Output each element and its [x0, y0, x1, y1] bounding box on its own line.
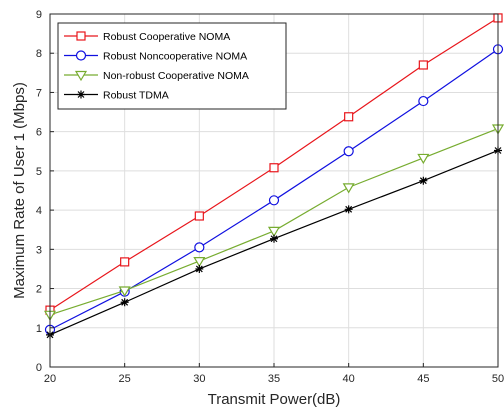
legend-item: Non-robust Cooperative NOMA	[64, 70, 249, 82]
y-tick-label: 7	[36, 87, 42, 99]
legend-marker	[75, 50, 87, 61]
data-point	[343, 146, 354, 157]
data-point	[342, 183, 355, 194]
y-tick-label: 2	[36, 284, 42, 296]
legend-label: Robust TDMA	[103, 90, 169, 102]
x-tick-label: 30	[193, 373, 205, 385]
y-tick-label: 3	[36, 244, 42, 256]
data-point	[270, 234, 278, 243]
data-point	[118, 286, 131, 297]
data-point	[193, 257, 206, 268]
legend-item: Robust Cooperative NOMA	[64, 31, 230, 43]
data-point	[194, 242, 205, 253]
y-tick-label: 4	[36, 205, 42, 217]
legend-item: Robust Noncooperative NOMA	[64, 50, 247, 63]
x-tick-label: 35	[268, 373, 280, 385]
x-tick-label: 50	[492, 373, 504, 385]
legend-marker	[76, 31, 86, 41]
data-point	[267, 226, 281, 238]
legend-label: Robust Noncooperative NOMA	[103, 51, 247, 63]
legend-label: Non-robust Cooperative NOMA	[103, 70, 249, 82]
data-point	[419, 176, 428, 185]
data-point	[418, 60, 428, 70]
data-point	[418, 95, 429, 107]
series-layer	[43, 13, 504, 339]
y-tick-label: 9	[36, 9, 42, 21]
data-point	[417, 153, 430, 165]
y-axis-title: Maximum Rate of User 1 (Mbps)	[11, 82, 28, 299]
y-tick-label: 8	[36, 48, 42, 60]
x-tick-label: 20	[44, 373, 56, 385]
y-tick-label: 6	[36, 127, 42, 139]
x-tick-label: 25	[119, 373, 131, 385]
x-axis-title: Transmit Power(dB)	[208, 391, 341, 408]
y-tick-label: 1	[36, 323, 42, 335]
x-tick-label: 45	[417, 373, 429, 385]
data-point	[268, 195, 280, 206]
data-point	[120, 257, 130, 267]
legend: Robust Cooperative NOMA Robust Noncoopera…	[57, 22, 287, 110]
legend-marker	[77, 90, 85, 99]
data-point	[344, 112, 354, 122]
data-point	[269, 163, 279, 173]
data-point	[194, 211, 204, 221]
legend-item: Robust TDMA	[64, 90, 169, 102]
data-point	[120, 298, 129, 307]
y-tick-label: 0	[36, 362, 42, 374]
data-point	[344, 205, 353, 214]
legend-marker	[74, 70, 88, 82]
legend-label: Robust Cooperative NOMA	[103, 31, 230, 43]
data-point	[195, 264, 204, 273]
y-tick-label: 5	[36, 166, 42, 178]
x-tick-label: 40	[343, 373, 355, 385]
